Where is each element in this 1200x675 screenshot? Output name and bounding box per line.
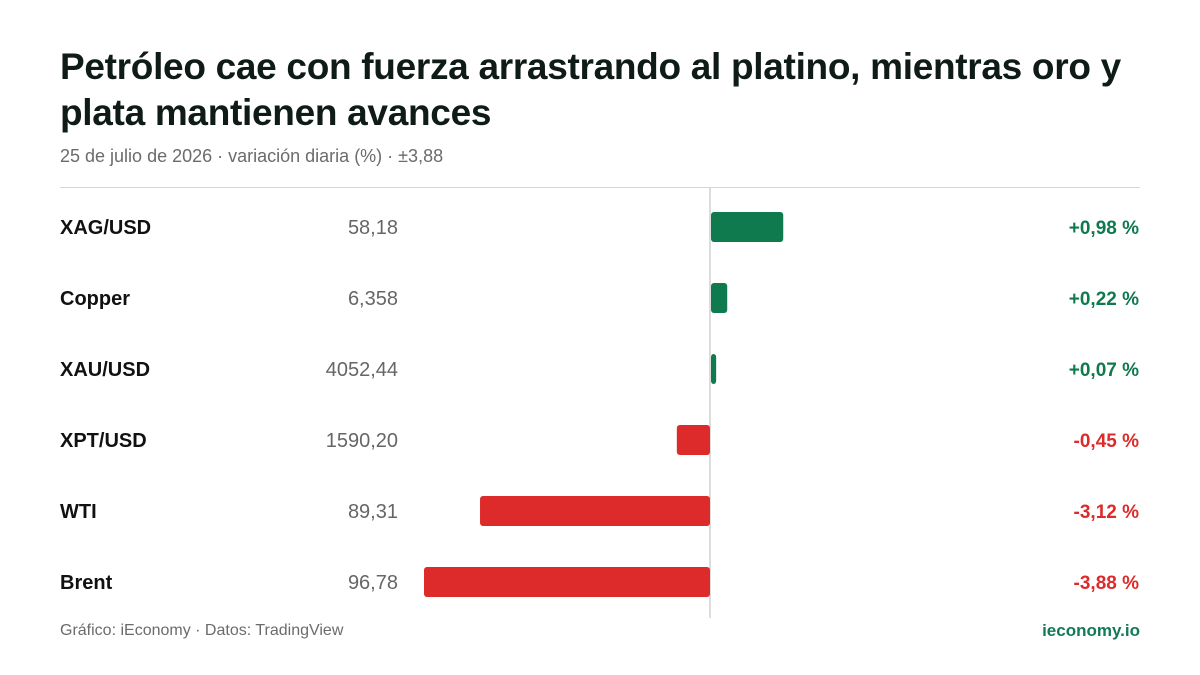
header-divider — [60, 187, 1140, 188]
row-label: WTI — [60, 501, 97, 523]
bar — [711, 212, 784, 242]
row-label: Brent — [60, 572, 113, 594]
row-price: 6,358 — [348, 288, 398, 310]
row-price: 4052,44 — [326, 359, 398, 381]
bar — [676, 425, 710, 455]
bar — [711, 283, 728, 313]
row-value-label: +0,98 % — [1069, 218, 1139, 239]
row-label: XAU/USD — [60, 359, 150, 381]
row-price: 58,18 — [348, 217, 398, 239]
row-value-label: -3,12 % — [1074, 502, 1140, 523]
row-label: XPT/USD — [60, 430, 147, 452]
bar — [424, 567, 710, 597]
row-value-label: +0,07 % — [1069, 360, 1139, 381]
row-label: Copper — [60, 288, 130, 310]
chart-subtitle: 25 de julio de 2026 · variación diaria (… — [60, 146, 444, 166]
bar — [711, 354, 717, 384]
source-credit: Gráfico: iEconomy · Datos: TradingView — [60, 622, 344, 639]
chart-title: Petróleo cae con fuerza arrastrando al p… — [60, 46, 1121, 133]
row-price: 89,31 — [348, 501, 398, 523]
bar — [480, 496, 710, 526]
row-value-label: +0,22 % — [1069, 289, 1139, 310]
row-price: 96,78 — [348, 572, 398, 594]
row-value-label: -3,88 % — [1074, 573, 1140, 594]
row-value-label: -0,45 % — [1074, 431, 1140, 452]
brand-link[interactable]: ieconomy.io — [1042, 621, 1140, 640]
row-label: XAG/USD — [60, 217, 151, 239]
row-price: 1590,20 — [326, 430, 398, 452]
